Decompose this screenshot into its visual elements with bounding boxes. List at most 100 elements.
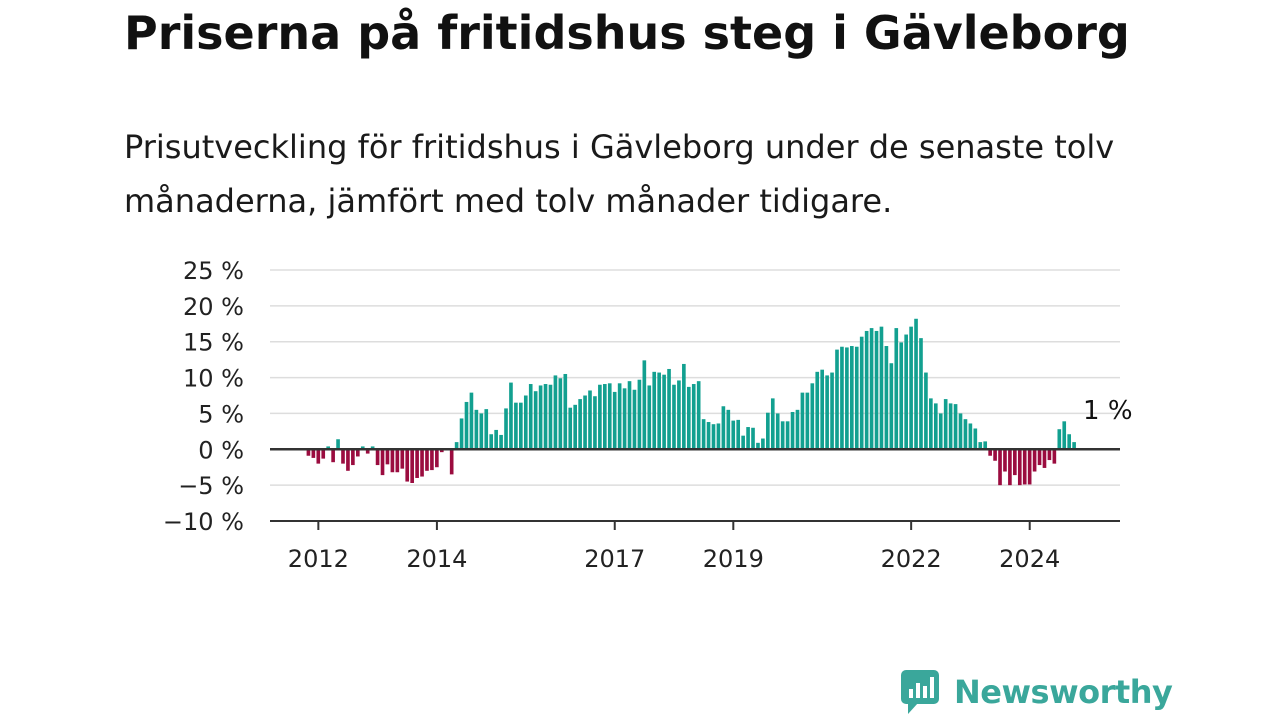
bar [1022, 449, 1027, 485]
bar [1003, 449, 1007, 472]
bar [835, 349, 839, 450]
bar [1047, 449, 1052, 461]
bar [711, 424, 716, 450]
bar [425, 449, 429, 471]
bar [706, 422, 711, 450]
annotations: 1 % [1083, 396, 1133, 426]
bar [474, 409, 479, 450]
bar [869, 328, 874, 450]
bar [316, 449, 321, 464]
bar [603, 384, 607, 450]
bar [978, 442, 983, 450]
bar [514, 402, 518, 450]
bar [1017, 449, 1022, 486]
bar [874, 330, 879, 450]
bar [1062, 421, 1067, 450]
bar [924, 372, 928, 450]
bar [854, 346, 859, 450]
bar [746, 427, 750, 450]
bar [993, 449, 997, 461]
bar [420, 449, 424, 477]
bar [306, 449, 311, 456]
bar [637, 379, 642, 450]
bar [1037, 449, 1042, 466]
bar [948, 403, 953, 450]
bar [1032, 449, 1037, 472]
bar [805, 392, 810, 450]
bar [864, 330, 869, 450]
bar [662, 374, 666, 450]
bar [583, 395, 587, 450]
bar [356, 449, 360, 457]
bar [1008, 449, 1012, 486]
bar [884, 346, 889, 450]
bar [770, 398, 775, 450]
bar [889, 363, 894, 450]
bar [973, 428, 978, 450]
bar [405, 449, 410, 482]
bar [672, 384, 676, 450]
bar [766, 412, 770, 450]
y-tick-label: 10 % [183, 365, 244, 393]
bar [736, 419, 741, 450]
bar [430, 449, 434, 471]
bar [553, 375, 558, 450]
bar [958, 413, 963, 450]
bar [785, 421, 790, 450]
bar [1067, 434, 1071, 450]
bar [607, 383, 612, 450]
bar [983, 441, 988, 450]
newsworthy-logo-icon [901, 670, 939, 714]
bar [815, 371, 820, 450]
bar [825, 375, 829, 450]
bar [938, 413, 943, 450]
x-tick-label: 2019 [703, 545, 764, 573]
bar [548, 384, 553, 450]
bar [439, 449, 444, 453]
x-tick-label: 2017 [584, 545, 645, 573]
bar [568, 407, 573, 450]
bar [454, 442, 459, 450]
bar [721, 406, 726, 450]
bar [691, 384, 696, 450]
bar [509, 382, 513, 450]
bar [627, 381, 632, 450]
bar [464, 401, 469, 450]
bar [1057, 429, 1062, 450]
bar [642, 360, 647, 450]
bar [726, 409, 731, 450]
bar [336, 439, 340, 450]
bar [780, 421, 785, 450]
bar [933, 403, 938, 450]
bar [741, 435, 745, 450]
bar [523, 395, 528, 450]
bar [400, 449, 405, 469]
bar [830, 372, 834, 450]
bar [538, 385, 543, 450]
bars [306, 318, 1076, 486]
grid-lines [270, 269, 1120, 486]
bar [914, 318, 918, 450]
logo-text: Newsworthy [954, 673, 1173, 711]
bar [761, 438, 765, 450]
page-title: Priserna på fritidshus steg i Gävleborg [124, 6, 1130, 60]
bar [504, 408, 508, 450]
bar [528, 384, 533, 450]
bar [810, 383, 815, 450]
bar [351, 449, 355, 466]
bar [988, 449, 992, 456]
bar [909, 326, 913, 450]
bar [494, 429, 498, 450]
bar [682, 363, 686, 450]
bar [469, 392, 474, 450]
bar [1027, 449, 1032, 485]
bar [385, 449, 390, 465]
bar [449, 449, 454, 475]
bar [395, 449, 400, 473]
bar [326, 446, 330, 450]
bar [919, 338, 923, 450]
bar [1013, 449, 1017, 476]
bar [410, 449, 414, 483]
bar [346, 449, 350, 471]
